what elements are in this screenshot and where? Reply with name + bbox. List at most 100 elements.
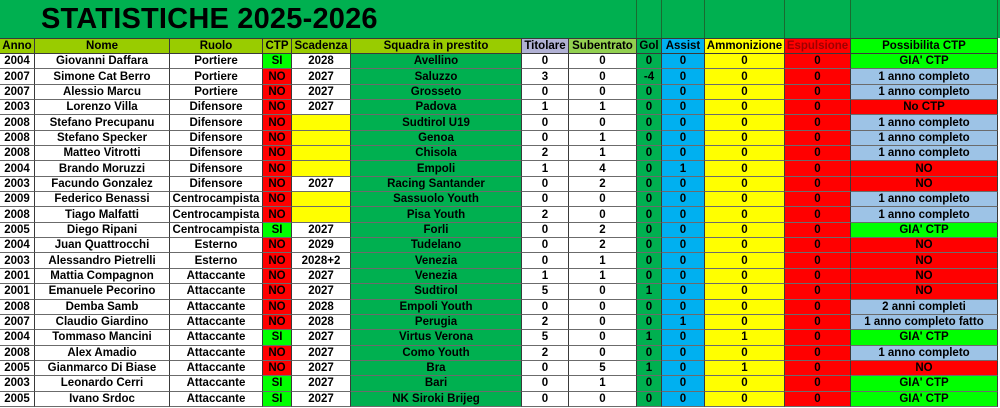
cell-possibilita-ctp[interactable]: NO xyxy=(851,360,998,377)
cell-ruolo[interactable]: Difensore xyxy=(170,161,263,177)
cell-gol[interactable]: 0 xyxy=(637,345,662,361)
cell-subentrato[interactable]: 1 xyxy=(569,130,637,147)
cell-nome[interactable]: Diego Ripani xyxy=(35,222,170,239)
cell-espulsione[interactable]: 0 xyxy=(785,161,851,177)
cell-squadra[interactable]: Empoli xyxy=(351,161,522,177)
cell-possibilita-ctp[interactable]: NO xyxy=(851,268,998,285)
cell-ctp[interactable]: NO xyxy=(263,284,292,300)
cell-nome[interactable]: Giovanni Daffara xyxy=(35,54,170,70)
cell-titolare[interactable]: 0 xyxy=(522,54,569,70)
cell-subentrato[interactable]: 2 xyxy=(569,176,637,193)
cell-squadra[interactable]: Bari xyxy=(351,376,522,392)
cell-ctp[interactable]: NO xyxy=(263,253,292,269)
cell-titolare[interactable]: 0 xyxy=(522,115,569,131)
cell-ammonizione[interactable]: 0 xyxy=(705,253,785,269)
cell-anno[interactable]: 2008 xyxy=(0,115,35,131)
cell-gol[interactable]: 0 xyxy=(637,192,662,208)
cell-assist[interactable]: 0 xyxy=(662,360,705,377)
cell-titolare[interactable]: 5 xyxy=(522,330,569,346)
cell-nome[interactable]: Simone Cat Berro xyxy=(35,69,170,85)
cell-ruolo[interactable]: Attaccante xyxy=(170,376,263,392)
cell-ammonizione[interactable]: 0 xyxy=(705,222,785,239)
cell-possibilita-ctp[interactable]: NO xyxy=(851,284,998,300)
cell-anno[interactable]: 2003 xyxy=(0,253,35,269)
cell-assist[interactable]: 1 xyxy=(662,314,705,331)
cell-nome[interactable]: Mattia Compagnon xyxy=(35,268,170,285)
cell-subentrato[interactable]: 1 xyxy=(569,100,637,116)
cell-assist[interactable]: 1 xyxy=(662,161,705,177)
cell-possibilita-ctp[interactable]: GIA' CTP xyxy=(851,54,998,70)
cell-possibilita-ctp[interactable]: NO xyxy=(851,238,998,254)
cell-squadra[interactable]: Forli xyxy=(351,222,522,239)
cell-scadenza[interactable] xyxy=(292,192,351,208)
cell-nome[interactable]: Alessandro Pietrelli xyxy=(35,253,170,269)
cell-scadenza[interactable]: 2028+2 xyxy=(292,253,351,269)
cell-scadenza[interactable]: 2028 xyxy=(292,314,351,331)
cell-scadenza[interactable]: 2027 xyxy=(292,284,351,300)
cell-gol[interactable]: 0 xyxy=(637,54,662,70)
cell-ruolo[interactable]: Portiere xyxy=(170,84,263,101)
cell-titolare[interactable]: 1 xyxy=(522,161,569,177)
cell-ctp[interactable]: NO xyxy=(263,69,292,85)
cell-ruolo[interactable]: Attaccante xyxy=(170,330,263,346)
cell-possibilita-ctp[interactable]: 1 anno completo xyxy=(851,207,998,223)
cell-assist[interactable]: 0 xyxy=(662,176,705,193)
cell-scadenza[interactable]: 2028 xyxy=(292,299,351,315)
cell-assist[interactable]: 0 xyxy=(662,345,705,361)
cell-titolare[interactable]: 2 xyxy=(522,314,569,331)
cell-possibilita-ctp[interactable]: NO xyxy=(851,176,998,193)
cell-anno[interactable]: 2004 xyxy=(0,330,35,346)
cell-squadra[interactable]: Grosseto xyxy=(351,84,522,101)
cell-gol[interactable]: 0 xyxy=(637,222,662,239)
cell-possibilita-ctp[interactable]: 1 anno completo xyxy=(851,84,998,101)
cell-nome[interactable]: Stefano Specker xyxy=(35,130,170,147)
cell-nome[interactable]: Leonardo Cerri xyxy=(35,376,170,392)
cell-nome[interactable]: Demba Samb xyxy=(35,299,170,315)
cell-nome[interactable]: Alessio Marcu xyxy=(35,84,170,101)
cell-ruolo[interactable]: Portiere xyxy=(170,69,263,85)
cell-subentrato[interactable]: 2 xyxy=(569,238,637,254)
cell-ruolo[interactable]: Difensore xyxy=(170,176,263,193)
cell-ctp[interactable]: NO xyxy=(263,130,292,147)
cell-possibilita-ctp[interactable]: GIA' CTP xyxy=(851,222,998,239)
cell-ammonizione[interactable]: 0 xyxy=(705,115,785,131)
cell-ammonizione[interactable]: 0 xyxy=(705,284,785,300)
cell-ctp[interactable]: NO xyxy=(263,314,292,331)
cell-ruolo[interactable]: Portiere xyxy=(170,54,263,70)
cell-gol[interactable]: 0 xyxy=(637,100,662,116)
cell-squadra[interactable]: Venezia xyxy=(351,268,522,285)
cell-ammonizione[interactable]: 0 xyxy=(705,100,785,116)
cell-gol[interactable]: -4 xyxy=(637,69,662,85)
cell-espulsione[interactable]: 0 xyxy=(785,268,851,285)
cell-squadra[interactable]: Padova xyxy=(351,100,522,116)
cell-nome[interactable]: Alex Amadio xyxy=(35,345,170,361)
cell-espulsione[interactable]: 0 xyxy=(785,345,851,361)
cell-subentrato[interactable]: 5 xyxy=(569,360,637,377)
header-titolare[interactable]: Titolare xyxy=(522,38,569,54)
cell-gol[interactable]: 0 xyxy=(637,376,662,392)
cell-scadenza[interactable]: 2027 xyxy=(292,69,351,85)
cell-subentrato[interactable]: 1 xyxy=(569,268,637,285)
cell-ammonizione[interactable]: 0 xyxy=(705,238,785,254)
cell-subentrato[interactable]: 0 xyxy=(569,284,637,300)
cell-assist[interactable]: 0 xyxy=(662,222,705,239)
cell-scadenza[interactable]: 2027 xyxy=(292,345,351,361)
cell-ctp[interactable]: NO xyxy=(263,299,292,315)
cell-ammonizione[interactable]: 0 xyxy=(705,84,785,101)
cell-assist[interactable]: 0 xyxy=(662,376,705,392)
cell-ammonizione[interactable]: 0 xyxy=(705,54,785,70)
cell-assist[interactable]: 0 xyxy=(662,253,705,269)
header-gol[interactable]: Gol xyxy=(637,38,662,54)
cell-assist[interactable]: 0 xyxy=(662,115,705,131)
cell-anno[interactable]: 2003 xyxy=(0,376,35,392)
cell-subentrato[interactable]: 1 xyxy=(569,253,637,269)
cell-titolare[interactable]: 2 xyxy=(522,345,569,361)
cell-squadra[interactable]: Tudelano xyxy=(351,238,522,254)
cell-assist[interactable]: 0 xyxy=(662,330,705,346)
cell-scadenza[interactable]: 2027 xyxy=(292,268,351,285)
cell-anno[interactable]: 2005 xyxy=(0,360,35,377)
cell-titolare[interactable]: 0 xyxy=(522,84,569,101)
cell-squadra[interactable]: Saluzzo xyxy=(351,69,522,85)
cell-ctp[interactable]: NO xyxy=(263,84,292,101)
header-ruolo[interactable]: Ruolo xyxy=(170,38,263,54)
